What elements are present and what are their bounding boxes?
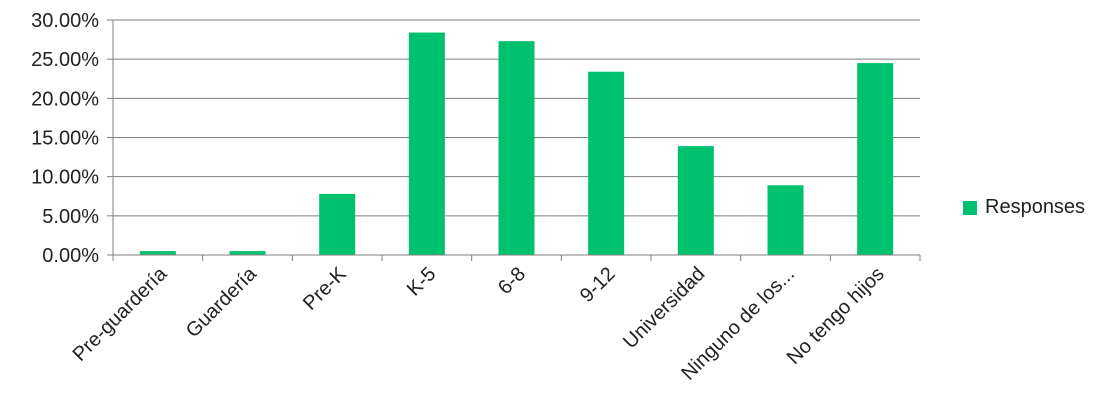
x-tick-label: 6-8 [494, 263, 530, 299]
legend: Responses [963, 196, 1085, 219]
y-tick-label: 20.00% [31, 88, 99, 110]
y-tick-label: 30.00% [31, 10, 99, 32]
bar [498, 41, 535, 256]
bar [677, 146, 714, 255]
bar [857, 63, 894, 256]
legend-label: Responses [985, 196, 1086, 218]
x-tick-label: Universidad [619, 263, 709, 353]
x-tick-label: Pre-guardería [69, 262, 172, 365]
bars [139, 32, 894, 256]
x-tick-labels: Pre-guardería Guardería Pre-K K-5 6-8 9-12 Uni… [69, 262, 889, 384]
x-tick-label: K-5 [403, 263, 441, 301]
y-tick-label: 10.00% [31, 167, 99, 189]
axes [112, 20, 921, 261]
y-tick-label: 25.00% [31, 49, 99, 71]
bar [319, 193, 356, 255]
legend-swatch [963, 200, 977, 215]
bar [229, 251, 266, 255]
bar [588, 71, 625, 255]
x-tick-label: Pre-K [299, 263, 351, 315]
y-tick-label: 15.00% [31, 128, 99, 150]
bar [139, 251, 176, 255]
x-tick-label: 9-12 [576, 263, 620, 307]
x-tick-label: Guardería [182, 262, 262, 342]
y-tick-labels: 0.00% 5.00% 10.00% 15.00% 20.00% 25.00% 30.00% [31, 10, 99, 267]
bar [767, 185, 804, 255]
y-tick-label: 0.00% [42, 245, 99, 267]
bar [408, 32, 445, 256]
y-tick-label: 5.00% [42, 206, 99, 228]
